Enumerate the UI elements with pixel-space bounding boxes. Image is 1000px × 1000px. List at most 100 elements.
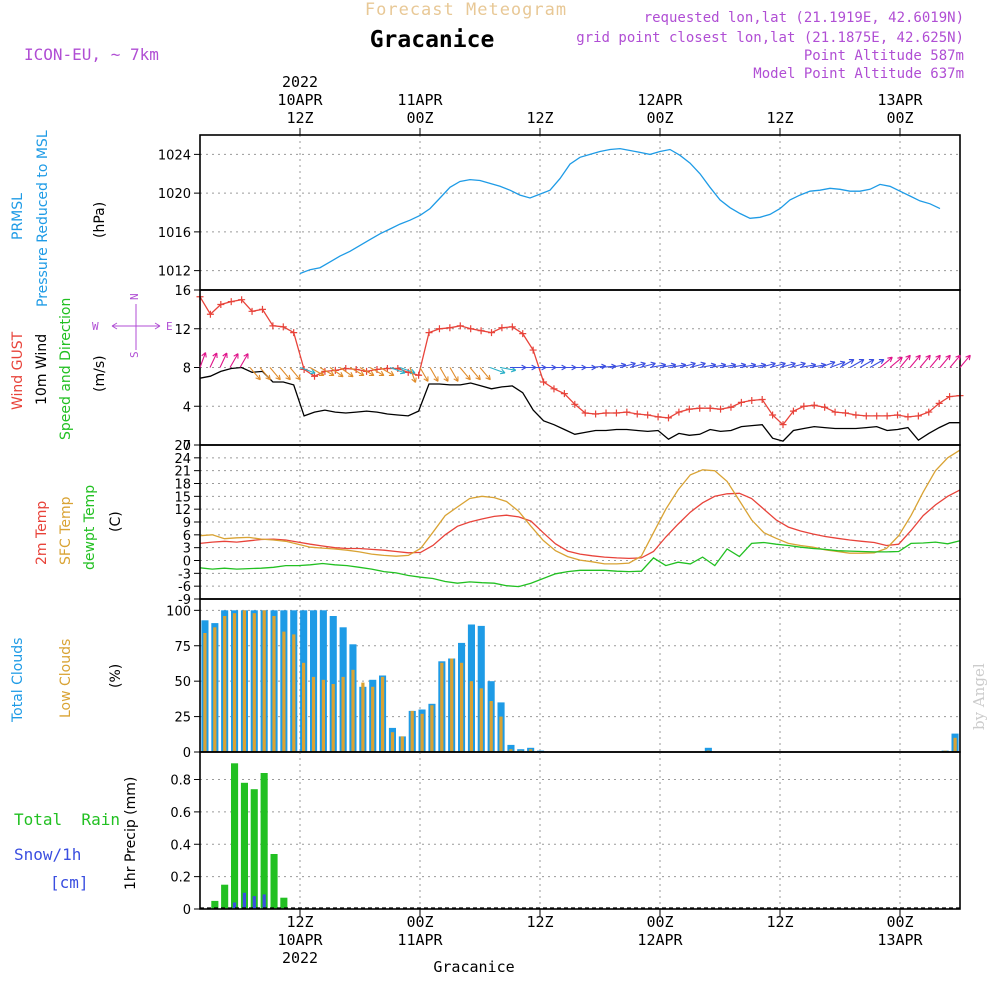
prmsl-desc-label: Pressure Reduced to MSL: [35, 130, 51, 307]
precip-panel: 0 0.2 0.4 0.6 0.8: [170, 751, 961, 918]
bar-total-rain: [260, 773, 268, 909]
gust-marker: [383, 364, 391, 372]
wind-direction-arrow: [479, 367, 491, 381]
bar-snow-1h: [242, 892, 246, 909]
y-tick-label: 0: [183, 439, 191, 454]
bar-low-clouds: [509, 749, 513, 752]
gust-marker: [852, 411, 860, 419]
gust-marker: [758, 395, 766, 403]
gust-marker: [696, 404, 704, 412]
gust-marker: [748, 396, 756, 404]
bar-low-clouds: [460, 662, 464, 753]
wind-direction-arrow: [889, 356, 903, 368]
y-tick-label: 21: [174, 465, 191, 480]
model-altitude: Model Point Altitude 637m: [753, 66, 964, 82]
y-tick-label: 25: [174, 711, 191, 726]
wind-direction-arrow: [239, 353, 249, 368]
gust-marker: [821, 403, 829, 411]
y-tick-label: 100: [166, 604, 191, 619]
wind-direction-arrow: [249, 367, 261, 381]
x-tick-label: 12Z: [766, 109, 793, 127]
gust-marker: [477, 327, 485, 335]
bar-total-rain: [211, 900, 219, 909]
y-tick-label: 12: [174, 323, 191, 338]
y-tick-label: 6: [183, 529, 191, 544]
clouds-panel: 0 25 50 75 100: [166, 598, 961, 761]
bar-total-rain: [221, 884, 229, 909]
gust-marker: [894, 411, 902, 419]
gust-marker: [508, 323, 516, 331]
bar-low-clouds: [430, 705, 434, 753]
gust-marker: [279, 323, 287, 331]
wind-direction-arrow: [319, 367, 335, 377]
bar-total-rain: [250, 789, 258, 909]
bar-total-clouds: [704, 747, 712, 753]
y-tick-label: 9: [183, 516, 191, 531]
snow-unit-label: [cm]: [50, 873, 89, 892]
title-top: Forecast Meteogram: [365, 0, 567, 20]
x-tick-label: 2022: [282, 73, 318, 91]
x-tick-label: 00Z: [406, 109, 433, 127]
compass-w: W: [92, 320, 99, 333]
bar-low-clouds: [469, 681, 473, 752]
gust-marker: [800, 402, 808, 410]
y-tick-label: 0.2: [170, 871, 191, 886]
bar-total-rain: [240, 782, 248, 909]
point-altitude: Point Altitude 587m: [804, 48, 964, 64]
model-label: ICON-EU, ~ 7km: [24, 45, 159, 64]
gust-label: Wind GUST: [10, 331, 26, 410]
wind-direction-arrow: [639, 361, 656, 369]
wind-direction-arrow: [869, 358, 885, 368]
clouds-unit-label: (%): [108, 664, 124, 688]
x-tick-label: 12APR: [637, 91, 683, 109]
y-tick-label: 27: [174, 439, 191, 454]
x-tick-label: 2022: [282, 949, 318, 967]
bar-total-rain: [270, 854, 278, 909]
bar-low-clouds: [321, 679, 325, 753]
gust-marker: [217, 301, 225, 309]
wind-direction-arrow: [449, 367, 459, 382]
compass-rose: N S W E: [92, 293, 173, 358]
gust-marker: [311, 372, 319, 380]
wind-direction-arrow: [359, 367, 375, 377]
bar-low-clouds: [400, 736, 404, 752]
compass-s: S: [128, 351, 141, 358]
gust-marker: [238, 296, 246, 304]
pressure-panel: 1012 1016 1020 1024: [158, 134, 961, 291]
wind-direction-arrow: [469, 367, 481, 381]
wind-direction-arrow: [209, 352, 218, 368]
wind-direction-arrow: [779, 361, 796, 369]
prmsl-label: PRMSL: [10, 193, 26, 240]
wind-direction-arrow: [229, 353, 239, 368]
gust-marker: [862, 412, 870, 420]
gust-marker: [883, 412, 891, 420]
gust-marker: [560, 390, 568, 398]
wind-direction-arrow: [819, 360, 836, 369]
gust-marker: [488, 329, 496, 337]
gust-marker: [581, 409, 589, 417]
bar-low-clouds: [361, 682, 365, 752]
bar-total-rain: [280, 897, 288, 909]
x-tick-label: 12Z: [526, 913, 553, 931]
wind-direction-arrow: [199, 352, 207, 368]
series-line-sfc-temp: [199, 449, 961, 565]
gust-marker: [290, 329, 298, 337]
station-title: Gracanice: [370, 27, 495, 53]
gust-marker: [331, 366, 339, 374]
wind-direction-arrow: [619, 361, 636, 369]
series-line-wind-gust: [199, 296, 961, 426]
dewpt-label: dewpt Temp: [82, 485, 98, 570]
x-tick-label: 12Z: [526, 109, 553, 127]
wind-direction-arrow: [789, 361, 806, 369]
wind-direction-arrow: [929, 354, 941, 368]
x-tick-label: 12Z: [766, 913, 793, 931]
bar-low-clouds: [242, 610, 246, 752]
y-tick-label: 1024: [158, 148, 191, 163]
bar-low-clouds: [390, 732, 395, 752]
gust-marker: [644, 411, 652, 419]
gust-marker: [946, 393, 954, 401]
footer-station: Gracanice: [433, 958, 514, 976]
y-tick-label: 4: [183, 400, 191, 415]
compass-e: E: [166, 320, 173, 333]
